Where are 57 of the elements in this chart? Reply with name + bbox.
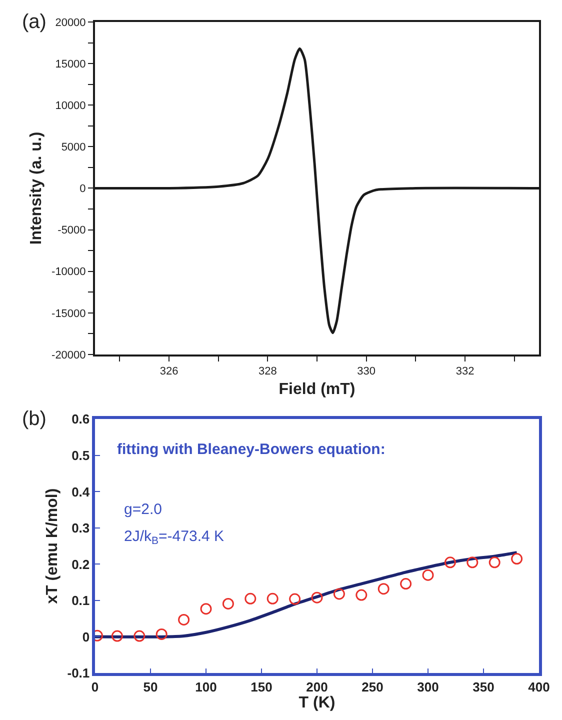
y-tick-label: -20000 (52, 349, 86, 362)
x-tick-label: 328 (258, 366, 277, 378)
point (444, 556, 456, 568)
y-tick-label: -5000 (58, 224, 86, 237)
point (111, 630, 123, 642)
y-tick-label: 0.2 (72, 556, 90, 572)
annotation: 2J/k$_{B}$=-473.4 K (124, 528, 224, 548)
y-axis-title: xT (emu K/mol) (44, 488, 62, 604)
x-tick-label: 330 (357, 366, 376, 378)
x-tick-label: 332 (456, 366, 474, 378)
x-tick-label: 400 (528, 679, 550, 694)
point (244, 592, 256, 604)
point (400, 578, 412, 590)
point (222, 598, 234, 610)
point (378, 583, 390, 595)
point (289, 593, 301, 605)
point (488, 556, 500, 568)
x-tick-label: 300 (417, 679, 439, 694)
annotation: fitting with Bleaney-Bowers equation: (117, 441, 386, 458)
y-tick-label: -15000 (52, 308, 86, 320)
point (333, 588, 345, 600)
point (134, 630, 146, 642)
y-tick-label: 0.3 (72, 520, 90, 536)
point (200, 603, 212, 615)
y-tick-label: -0.1 (67, 666, 90, 681)
x-tick-label: 150 (250, 679, 272, 694)
y-tick-label: 0.6 (72, 412, 90, 427)
x-axis-title: Field (mT) (278, 380, 356, 398)
x-tick-label: 326 (160, 366, 178, 378)
y-tick-label: 5000 (61, 142, 86, 154)
x-tick-label: 350 (472, 679, 494, 694)
x-tick-label: 200 (306, 679, 328, 694)
point (356, 589, 368, 601)
x-tick-label: 250 (362, 679, 384, 694)
point (422, 569, 434, 581)
y-tick-label: 20000 (55, 16, 86, 29)
y-tick-label: 0 (82, 629, 90, 644)
chart-title: (a) (22, 11, 46, 33)
point (178, 614, 190, 626)
x-tick-label: 50 (143, 679, 158, 694)
y-tick-label: -10000 (52, 266, 86, 278)
point (511, 553, 523, 565)
y-tick-label: 10000 (55, 100, 86, 112)
x-axis-title: T (K) (298, 694, 336, 712)
annotation: g=2.0 (124, 501, 162, 518)
point (466, 556, 478, 568)
y-tick-label: 0.5 (72, 448, 90, 463)
point (311, 592, 323, 604)
point (156, 628, 168, 640)
point (266, 592, 278, 604)
y-tick-label: 0.4 (72, 484, 90, 500)
y-axis-title: Intensity (a. u.) (28, 132, 45, 245)
x-tick-label: 100 (195, 679, 217, 694)
y-tick-label: 0 (80, 183, 86, 196)
y-tick-label: 0.1 (72, 593, 90, 608)
chart-title: (b) (22, 408, 46, 430)
y-tick-label: 15000 (55, 58, 86, 70)
